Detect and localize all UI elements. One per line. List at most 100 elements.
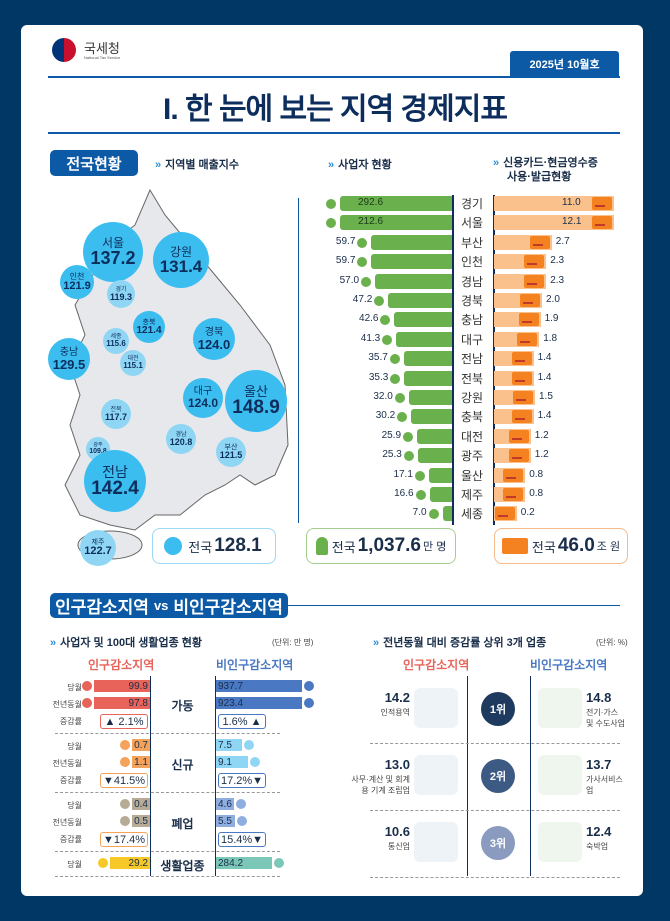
row-divider bbox=[370, 810, 620, 811]
card-value: 1.2 bbox=[534, 449, 549, 461]
bar-dot-icon bbox=[394, 393, 405, 403]
bar-dot-icon bbox=[390, 373, 401, 384]
col-header-non-decline: 비인구감소지역 bbox=[530, 658, 608, 672]
non-decline-industry: 전기·가스 및 수도사업 bbox=[586, 708, 626, 728]
business-bar bbox=[394, 312, 452, 328]
axis-line bbox=[467, 676, 468, 876]
region-label: 광주 bbox=[460, 449, 484, 464]
credit-card-icon bbox=[592, 216, 612, 230]
row-label: 증감률 bbox=[59, 776, 82, 785]
bubble-jeju: 제주 122.7 bbox=[80, 530, 116, 566]
issue-badge: 2025년 10월호 bbox=[510, 51, 619, 76]
business-bar bbox=[396, 331, 452, 347]
business-bar bbox=[340, 215, 452, 231]
change-rate-badge: 1.6% ▲ bbox=[218, 714, 266, 729]
bar-dot-icon bbox=[403, 431, 414, 442]
bar-dot-icon bbox=[326, 218, 336, 229]
bar-dot-icon bbox=[120, 799, 130, 809]
card-value: 0.8 bbox=[529, 488, 544, 499]
business-bar bbox=[429, 487, 452, 502]
bar-dot-icon bbox=[357, 237, 368, 248]
card-value: 1.2 bbox=[534, 429, 549, 441]
row-divider bbox=[55, 733, 280, 734]
region-label: 대전 bbox=[460, 429, 484, 444]
region-label: 경기 bbox=[460, 197, 484, 211]
region-label: 경북 bbox=[460, 294, 484, 308]
rank-badge: 1위 bbox=[481, 692, 515, 726]
business-bar bbox=[417, 428, 452, 444]
region-label: 제주 bbox=[460, 488, 484, 502]
card-value: 1.9 bbox=[544, 313, 559, 325]
bar-dot-icon bbox=[237, 816, 248, 826]
row-label: 당월 bbox=[67, 683, 82, 692]
unit-label: (단위: 만 명) bbox=[272, 638, 314, 647]
non-decline-bar: 937.7 bbox=[216, 680, 302, 692]
bubble-gangwon: 강원 131.4 bbox=[153, 232, 209, 288]
non-decline-bar: 7.5 bbox=[216, 739, 243, 751]
region-label: 인천 bbox=[460, 255, 484, 270]
bar-dot-icon bbox=[374, 296, 385, 306]
subtitle-business: » 사업자 현황 bbox=[328, 159, 392, 171]
non-decline-industry: 가사서비스업 bbox=[586, 775, 623, 795]
change-rate-badge: ▼17.4% bbox=[100, 832, 148, 847]
bar-dot-icon bbox=[397, 412, 408, 423]
group-label: 폐업 bbox=[171, 816, 194, 831]
chevron-icon: » bbox=[493, 157, 500, 169]
divider bbox=[48, 132, 620, 134]
house-icon bbox=[538, 755, 582, 795]
bar-dot-icon bbox=[380, 315, 391, 326]
card-value: 0.8 bbox=[529, 468, 544, 480]
org-name: 국세청 bbox=[84, 41, 120, 56]
business-bar bbox=[388, 293, 452, 308]
credit-card-icon bbox=[529, 235, 550, 249]
subtitle-sales-index: » 지역별 매출지수 bbox=[155, 159, 240, 171]
decline-bar: 29.2 bbox=[110, 857, 150, 869]
decline-industry: 사무·계산 및 회계용 기계 조립업 bbox=[351, 775, 410, 795]
bubble-chungbuk: 충북 121.4 bbox=[133, 311, 165, 343]
change-rate-badge: 15.4%▼ bbox=[218, 832, 266, 847]
subtitle-card: » 신용카드·현금영수증 사용·발급현황 bbox=[493, 157, 598, 183]
bubble-sejong: 세종 115.6 bbox=[103, 328, 129, 354]
bubble-chungnam: 충남 129.5 bbox=[48, 338, 90, 380]
credit-card-icon bbox=[513, 391, 533, 404]
business-value: 47.2 bbox=[352, 294, 373, 305]
card-bar bbox=[494, 196, 614, 211]
business-bar bbox=[340, 196, 452, 211]
region-label: 충북 bbox=[460, 410, 484, 425]
bar-dot-icon bbox=[274, 858, 284, 868]
credit-card-icon bbox=[494, 507, 515, 521]
business-value: 35.7 bbox=[368, 352, 388, 364]
business-value: 25.3 bbox=[382, 449, 402, 461]
region-label: 부산 bbox=[460, 235, 484, 250]
region-label: 강원 bbox=[460, 391, 484, 405]
credit-card-icon bbox=[511, 352, 532, 366]
credit-card-icon bbox=[508, 449, 529, 463]
bubble-gyeonggi: 경기 119.3 bbox=[107, 280, 135, 308]
non-decline-value: 13.7 bbox=[586, 757, 612, 772]
business-value: 59.7 bbox=[335, 235, 356, 247]
credit-card-icon bbox=[511, 371, 532, 385]
region-label: 울산 bbox=[460, 468, 484, 483]
chevron-icon: » bbox=[50, 637, 57, 649]
business-bar bbox=[371, 234, 452, 250]
card-value: 2.0 bbox=[546, 294, 560, 305]
bubble-daejeon: 대전 115.1 bbox=[120, 350, 146, 376]
nts-logo-icon bbox=[52, 38, 76, 62]
bubble-gyeongbuk: 경북 124.0 bbox=[193, 318, 235, 360]
row-label: 전년동월 bbox=[52, 759, 82, 768]
business-value: 35.3 bbox=[368, 371, 389, 383]
credit-card-icon bbox=[592, 197, 612, 210]
axis-line bbox=[530, 676, 531, 876]
bar-dot-icon bbox=[82, 698, 92, 708]
business-bar bbox=[375, 273, 452, 289]
bar-dot-icon bbox=[326, 199, 336, 209]
business-value: 57.0 bbox=[339, 274, 360, 286]
row-label: 당월 bbox=[67, 742, 82, 751]
non-decline-bar: 923.4 bbox=[216, 697, 302, 709]
non-decline-value: 14.8 bbox=[586, 690, 612, 705]
hotel-icon bbox=[538, 822, 582, 862]
row-divider bbox=[370, 877, 620, 878]
bar-dot-icon bbox=[428, 509, 439, 520]
card-value: 1.8 bbox=[543, 332, 558, 344]
col-header-non-decline: 비인구감소지역 bbox=[216, 658, 294, 672]
